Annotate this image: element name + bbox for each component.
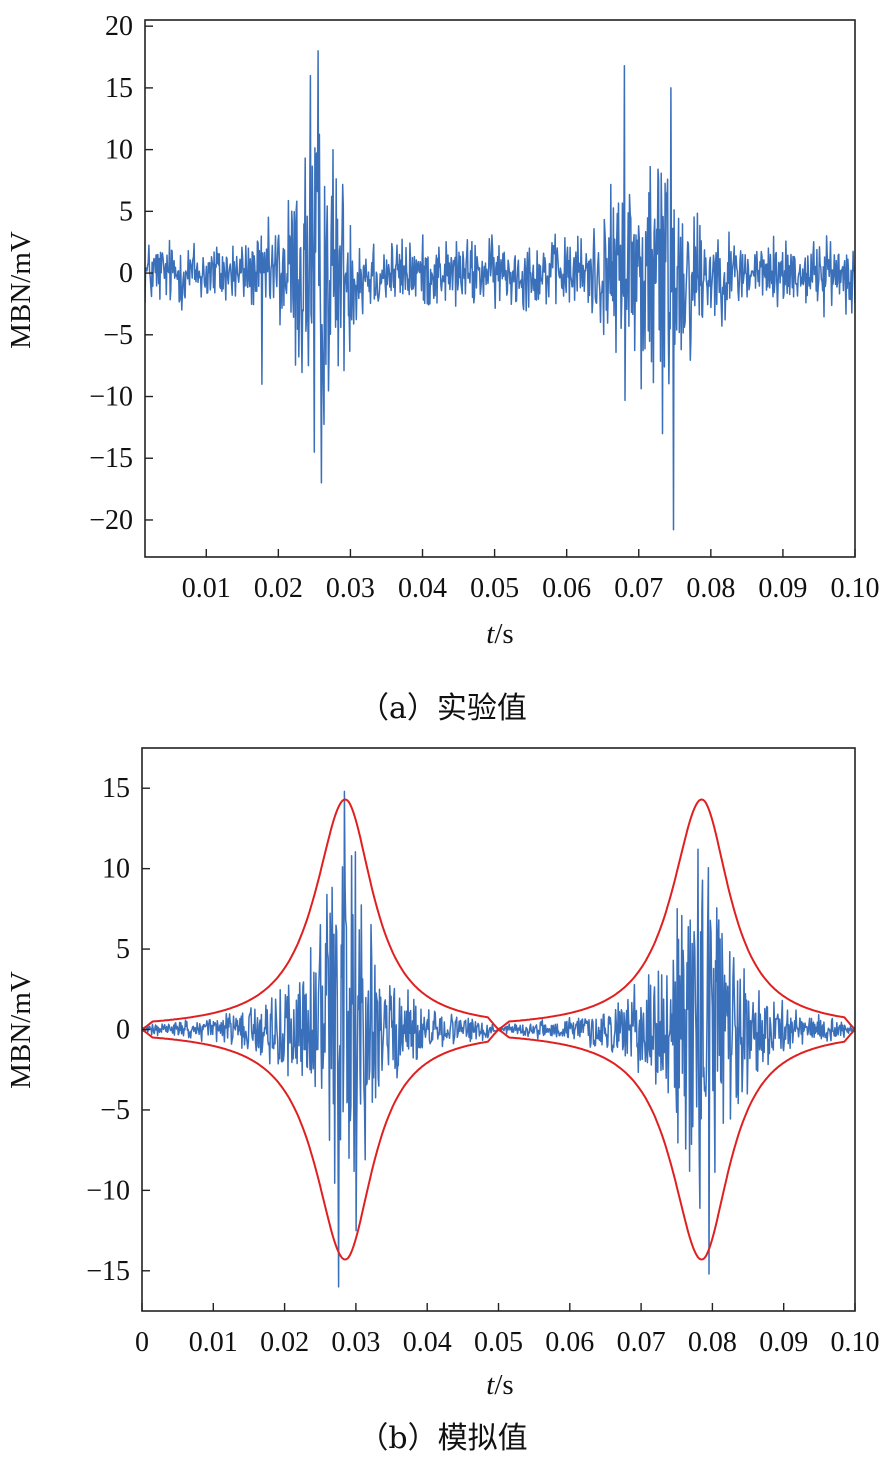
chart-b-y-ticks: 15 10 5 0 −5 −10 −15 [86, 773, 150, 1287]
envelope-lower-line [142, 1028, 855, 1261]
y-tick-label: 15 [102, 773, 130, 804]
chart-a-x-ticks: 0.01 0.02 0.03 0.04 0.05 0.06 0.07 0.08 0.09 0.10 [182, 549, 880, 604]
x-tick-label: 0.08 [686, 573, 735, 604]
x-tick-label: 0.10 [831, 1327, 880, 1358]
y-tick-label: 20 [105, 11, 133, 42]
x-tick-label: 0.05 [474, 1327, 523, 1358]
chart-b-x-ticks: 0 0.01 0.02 0.03 0.04 0.05 0.06 0.07 0.08 0.09 0.1… [135, 1303, 880, 1358]
signal-series-line [145, 50, 855, 531]
chart-b-y-axis-label: MBN/mV [5, 971, 37, 1089]
signal-series-line [142, 790, 855, 1288]
x-tick-label: 0.06 [545, 1327, 594, 1358]
x-tick-label: 0.03 [326, 573, 375, 604]
y-tick-label: 0 [119, 258, 133, 289]
x-tick-label: 0.02 [260, 1327, 309, 1358]
chart-a-series [145, 50, 855, 531]
chart-b-x-axis-label: t/s [486, 1369, 513, 1401]
chart-b-x-axis-label-unit: /s [494, 1369, 513, 1401]
chart-a-plot-frame [144, 19, 856, 558]
y-tick-label: −5 [100, 1095, 130, 1126]
chart-a-y-axis-label: MBN/mV [5, 231, 37, 349]
y-tick-label: 10 [105, 135, 133, 166]
x-tick-label: 0.09 [758, 573, 807, 604]
y-tick-label: −15 [86, 1256, 130, 1287]
y-tick-label: −15 [89, 443, 133, 474]
chart-a-caption: （a）实验值 [359, 691, 527, 726]
x-tick-label: 0.09 [759, 1327, 808, 1358]
x-tick-label: 0.06 [542, 573, 591, 604]
x-tick-label: 0.07 [617, 1327, 666, 1358]
x-tick-label: 0.02 [254, 573, 303, 604]
x-tick-label: 0.10 [831, 573, 880, 604]
chart-a: 20 15 10 5 0 −5 −10 −15 −20 0.01 0.02 0.03 0.04 0.05… [5, 11, 880, 726]
x-tick-label: 0.07 [614, 573, 663, 604]
chart-b-series [142, 790, 855, 1288]
y-tick-label: −5 [103, 320, 133, 351]
chart-b-x-axis-label-var: t [486, 1369, 495, 1401]
chart-a-x-axis-label-unit: /s [494, 618, 513, 650]
chart-a-x-axis-label: t/s [486, 618, 513, 650]
x-tick-label: 0.08 [688, 1327, 737, 1358]
chart-a-x-axis-label-var: t [486, 618, 495, 650]
chart-b: 15 10 5 0 −5 −10 −15 0 0.01 0.02 0.03 0.04 0.05 0.06… [5, 747, 880, 1456]
y-tick-label: 5 [119, 196, 133, 227]
x-tick-label: 0.05 [470, 573, 519, 604]
x-tick-label: 0.04 [398, 573, 447, 604]
chart-b-caption: （b）模拟值 [358, 1421, 527, 1456]
x-tick-label: 0.01 [189, 1327, 238, 1358]
x-tick-label: 0.01 [182, 573, 231, 604]
y-tick-label: 5 [116, 934, 130, 965]
y-tick-label: 15 [105, 73, 133, 104]
y-tick-label: 0 [116, 1015, 130, 1046]
envelope-upper-line [142, 798, 855, 1031]
y-tick-label: −10 [86, 1175, 130, 1206]
x-tick-label: 0 [135, 1327, 149, 1358]
chart-a-y-ticks: 20 15 10 5 0 −5 −10 −15 −20 [89, 11, 153, 536]
y-tick-label: 10 [102, 854, 130, 885]
y-tick-label: −10 [89, 382, 133, 413]
x-tick-label: 0.04 [403, 1327, 452, 1358]
y-tick-label: −20 [89, 505, 133, 536]
x-tick-label: 0.03 [331, 1327, 380, 1358]
